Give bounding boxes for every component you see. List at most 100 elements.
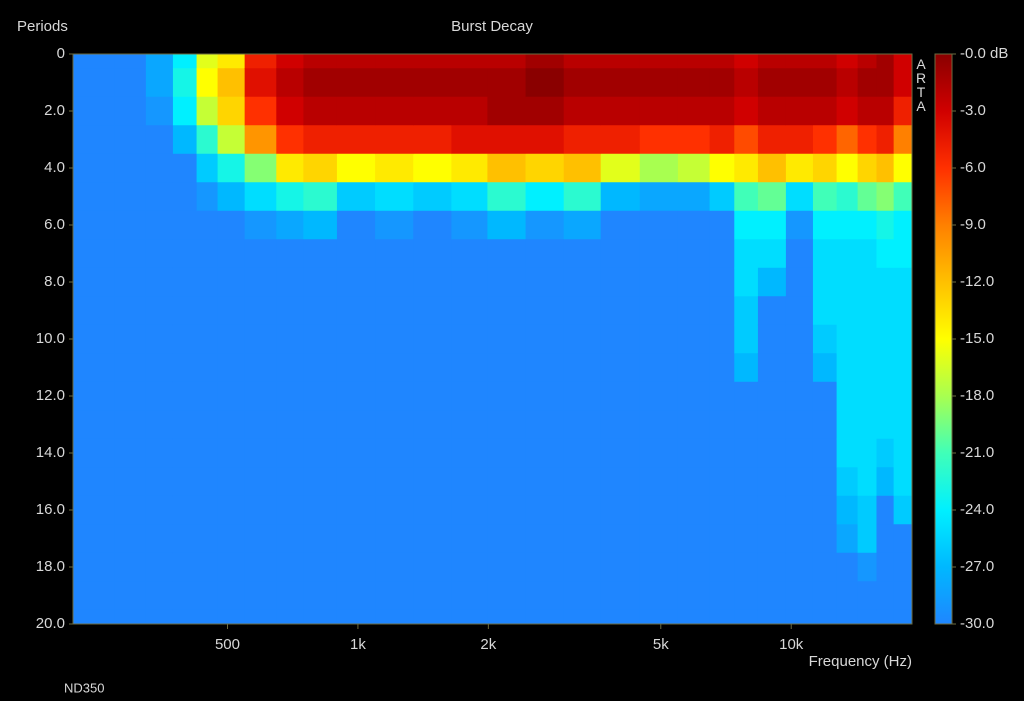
heatmap: [73, 54, 912, 624]
heat-cell: [375, 68, 414, 98]
heat-cell: [893, 609, 912, 624]
heat-cell: [375, 438, 414, 468]
heat-cell: [677, 68, 711, 98]
heat-cell: [172, 54, 198, 69]
heat-cell: [876, 381, 895, 411]
heat-cell: [734, 324, 759, 354]
heat-cell: [413, 581, 452, 611]
colorbar: [934, 53, 953, 625]
heat-cell: [487, 381, 527, 411]
heat-cell: [73, 125, 115, 155]
heat-cell: [734, 467, 759, 497]
heat-cell: [217, 96, 246, 126]
heat-cell: [336, 467, 376, 497]
heat-cell: [893, 581, 912, 611]
heat-cell: [893, 210, 912, 240]
heat-cell: [857, 96, 877, 126]
heat-cell: [375, 552, 414, 582]
heat-cell: [812, 581, 838, 611]
heat-cell: [303, 153, 338, 183]
heat-cell: [639, 153, 679, 183]
heat-cell: [525, 296, 565, 326]
heat-cell: [375, 524, 414, 554]
heat-cell: [375, 296, 414, 326]
heat-cell: [172, 438, 198, 468]
heat-cell: [836, 239, 859, 269]
heat-cell: [413, 467, 452, 497]
heat-cell: [812, 54, 838, 69]
heat-cell: [757, 182, 787, 212]
heat-cell: [785, 609, 814, 624]
heat-cell: [876, 410, 895, 440]
heat-cell: [413, 210, 452, 240]
heat-cell: [563, 381, 602, 411]
y-tick-label: 4.0: [44, 159, 65, 176]
heat-cell: [757, 495, 787, 525]
heat-cell: [276, 353, 304, 383]
heat-cell: [563, 267, 602, 297]
heat-cell: [757, 353, 787, 383]
heat-cell: [734, 438, 759, 468]
heat-cell: [677, 353, 711, 383]
heat-cell: [413, 324, 452, 354]
heat-cell: [757, 96, 787, 126]
colorbar-label: -9.0: [960, 216, 986, 233]
heat-cell: [785, 296, 814, 326]
heat-cell: [677, 210, 711, 240]
heat-cell: [677, 153, 711, 183]
heat-cell: [276, 381, 304, 411]
heat-cell: [114, 210, 147, 240]
heat-cell: [276, 524, 304, 554]
heat-cell: [303, 410, 338, 440]
heat-cell: [785, 353, 814, 383]
heat-cell: [244, 353, 277, 383]
chart-title: Burst Decay: [451, 18, 533, 35]
heat-cell: [73, 267, 115, 297]
y-tick-label: 20.0: [36, 615, 65, 632]
y-tick-label: 8.0: [44, 273, 65, 290]
heat-cell: [836, 153, 859, 183]
heat-cell: [857, 381, 877, 411]
heat-cell: [451, 495, 488, 525]
heat-cell: [600, 438, 641, 468]
heat-cell: [244, 125, 277, 155]
heat-cell: [487, 353, 527, 383]
heat-cell: [145, 210, 174, 240]
heat-cell: [487, 324, 527, 354]
colorbar-label: -27.0: [960, 558, 994, 575]
heat-cell: [757, 125, 787, 155]
heat-cell: [375, 182, 414, 212]
heat-cell: [145, 381, 174, 411]
heat-cell: [876, 353, 895, 383]
heat-cell: [893, 552, 912, 582]
heat-cell: [812, 182, 838, 212]
heat-cell: [893, 54, 912, 69]
heat-cell: [836, 353, 859, 383]
heat-cell: [451, 210, 488, 240]
heat-cell: [785, 125, 814, 155]
heat-cell: [600, 467, 641, 497]
heat-cell: [836, 210, 859, 240]
heat-cell: [600, 324, 641, 354]
heat-cell: [336, 54, 376, 69]
heat-cell: [172, 125, 198, 155]
heat-cell: [677, 581, 711, 611]
heat-cell: [639, 609, 679, 624]
heat-cell: [857, 324, 877, 354]
heat-cell: [563, 495, 602, 525]
heat-cell: [303, 467, 338, 497]
heat-cell: [757, 296, 787, 326]
heat-cell: [734, 96, 759, 126]
heat-cell: [600, 609, 641, 624]
heat-cell: [525, 54, 565, 69]
heat-cell: [563, 239, 602, 269]
heat-cell: [303, 182, 338, 212]
heat-cell: [563, 524, 602, 554]
heat-cell: [375, 324, 414, 354]
heat-cell: [244, 410, 277, 440]
heat-cell: [114, 267, 147, 297]
heat-cell: [487, 609, 527, 624]
heat-cell: [857, 267, 877, 297]
heat-cell: [244, 324, 277, 354]
